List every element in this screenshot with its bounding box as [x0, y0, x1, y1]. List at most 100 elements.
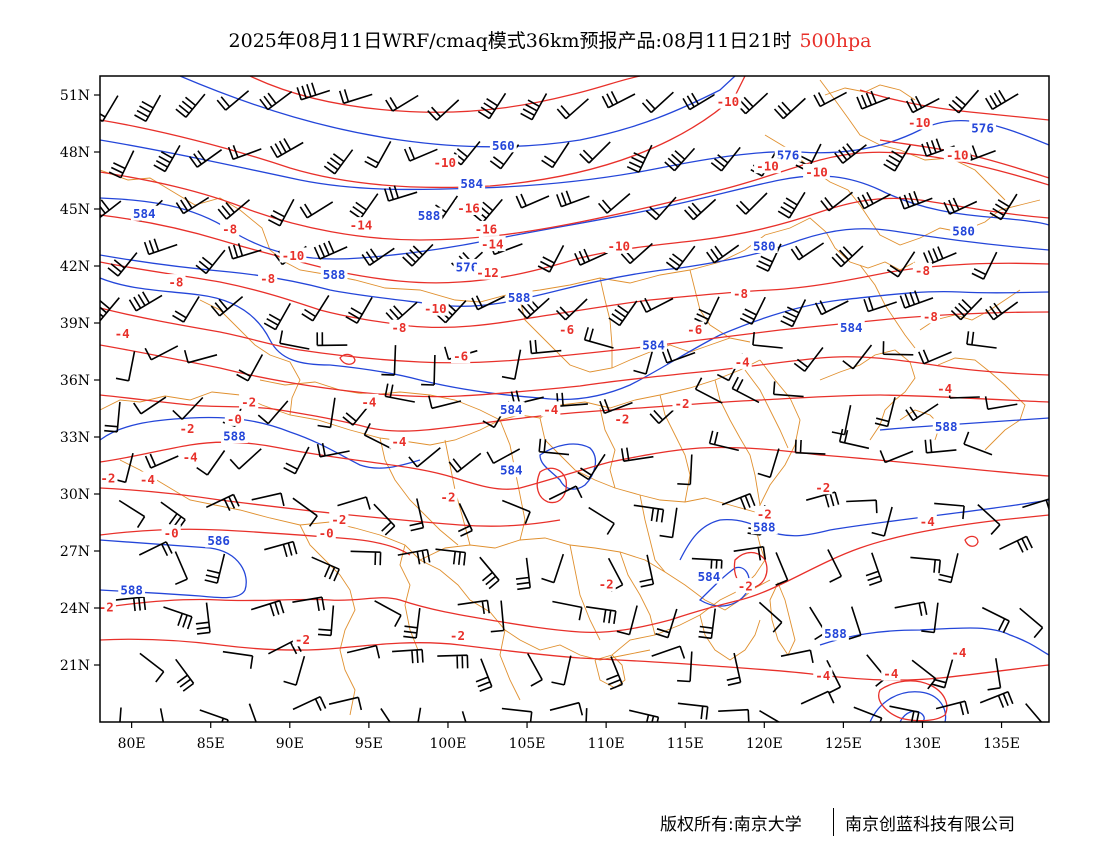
boundary-line [100, 359, 761, 446]
lat-tick-label: 45N [60, 202, 90, 218]
wind-barb [403, 608, 421, 639]
wind-barb [780, 299, 807, 328]
wind-barb [292, 596, 325, 612]
temperature-contour-label-bg [917, 513, 937, 529]
wind-barb [977, 504, 1001, 535]
wind-barb [721, 492, 756, 510]
boundary-line [859, 264, 916, 349]
temperature-contour [878, 680, 948, 722]
temperature-contour-label-bg [447, 627, 468, 643]
wind-barb [268, 198, 295, 227]
wind-barb [417, 707, 422, 722]
temperature-contour [249, 76, 641, 113]
lat-tick-label: 42N [60, 259, 90, 275]
wind-barb [639, 554, 655, 588]
height-contour-label-bg [497, 401, 525, 417]
temperature-contour-label-bg [478, 236, 506, 252]
wind-barb [361, 247, 395, 266]
temperature-contour-label: -2 [815, 480, 830, 495]
boundary-line [744, 369, 789, 449]
boundary-line [937, 357, 1026, 451]
title-text: 2025年08月11日WRF/cmaq模式36km预报产品:08月11日21时 [228, 30, 792, 52]
wind-barb [585, 606, 617, 625]
wind-barb [133, 396, 167, 415]
height-contour-label: 584 [500, 402, 523, 417]
boundary-line [379, 437, 459, 546]
height-contour [539, 443, 597, 490]
temperature-contour-label-bg [224, 410, 245, 426]
wind-barb [475, 658, 493, 693]
wind-barb [831, 405, 852, 436]
wind-barb [677, 651, 693, 683]
wind-barb [846, 499, 878, 514]
height-contour-label-bg [750, 238, 778, 253]
wind-barb [677, 454, 693, 486]
footer: 版权所有:南京大学 南京创蓝科技有限公司 [640, 808, 1080, 836]
wind-barb [250, 599, 285, 617]
temperature-contour-label-bg [455, 200, 482, 215]
wind-barb [1025, 703, 1043, 722]
wind-barb [408, 447, 441, 468]
wind-barb [608, 300, 638, 327]
wind-barb [549, 701, 584, 716]
wind-barb [790, 242, 825, 261]
wind-barb [963, 431, 993, 456]
wind-barb [100, 199, 122, 219]
lon-tick-label: 85E [197, 736, 225, 752]
temperature-contour-label: -4 [391, 434, 406, 449]
temperature-contour-label: -10 [434, 155, 457, 170]
temperature-contour-label: -10 [756, 159, 779, 174]
wind-barb [210, 295, 244, 317]
temperature-contour [964, 535, 979, 547]
temperature-contour-label-bg [279, 247, 307, 263]
temperature-contour-label: -2 [295, 632, 310, 647]
wind-barb [195, 249, 226, 275]
temperature-contour-label-bg [672, 395, 692, 411]
wind-barb [583, 327, 614, 349]
wind-barb [257, 400, 289, 425]
wind-barb [421, 354, 436, 386]
wind-barb [655, 608, 678, 639]
boundary-line [499, 419, 526, 541]
temperature-contour-label: -8 [222, 221, 237, 236]
wind-barb [838, 428, 870, 450]
wind-barb [943, 197, 978, 215]
wind-barb [364, 141, 392, 169]
height-contour-label: 576 [456, 259, 479, 274]
height-contour-label: 560 [492, 138, 515, 153]
wind-barb [236, 354, 264, 382]
temperature-contour-label: -0 [319, 525, 334, 540]
wind-barb [259, 90, 293, 111]
wind-barb [381, 345, 397, 376]
temperature-contour-label-bg [100, 599, 116, 614]
wind-barb [588, 506, 615, 535]
temperature-contour-label: -10 [717, 94, 740, 109]
lat-tick-label: 51N [60, 88, 90, 104]
wind-barb [555, 298, 588, 321]
temperature-contour-label-bg [912, 262, 933, 278]
wind-barb [865, 552, 883, 587]
temperature-contour [339, 353, 356, 365]
boundary-line [299, 524, 356, 716]
wind-barb [966, 331, 997, 349]
temperature-contour-label: -2 [440, 489, 455, 504]
height-contour-label-bg [489, 137, 517, 153]
wind-barb [477, 92, 507, 120]
boundary-line [714, 379, 761, 506]
wind-barb [842, 344, 873, 370]
boundary-line [619, 551, 656, 636]
lon-tick-label: 125E [825, 736, 862, 752]
temperature-contour-label: -6 [559, 322, 574, 337]
temperature-contour-label: -2 [599, 577, 614, 592]
temperature-contour-label: -10 [805, 164, 828, 179]
wind-barb [794, 439, 826, 455]
boundary-line [824, 84, 916, 101]
temperature-contour [100, 151, 1049, 241]
wind-barb [183, 349, 218, 364]
wind-barb [834, 143, 867, 164]
wind-barb [520, 93, 548, 121]
temperature-contour-label: -2 [614, 411, 629, 426]
temperature-contour-label-bg [220, 220, 240, 236]
temperature-contour-label: -10 [946, 147, 969, 162]
temperature-contour-label: -2 [738, 579, 753, 594]
